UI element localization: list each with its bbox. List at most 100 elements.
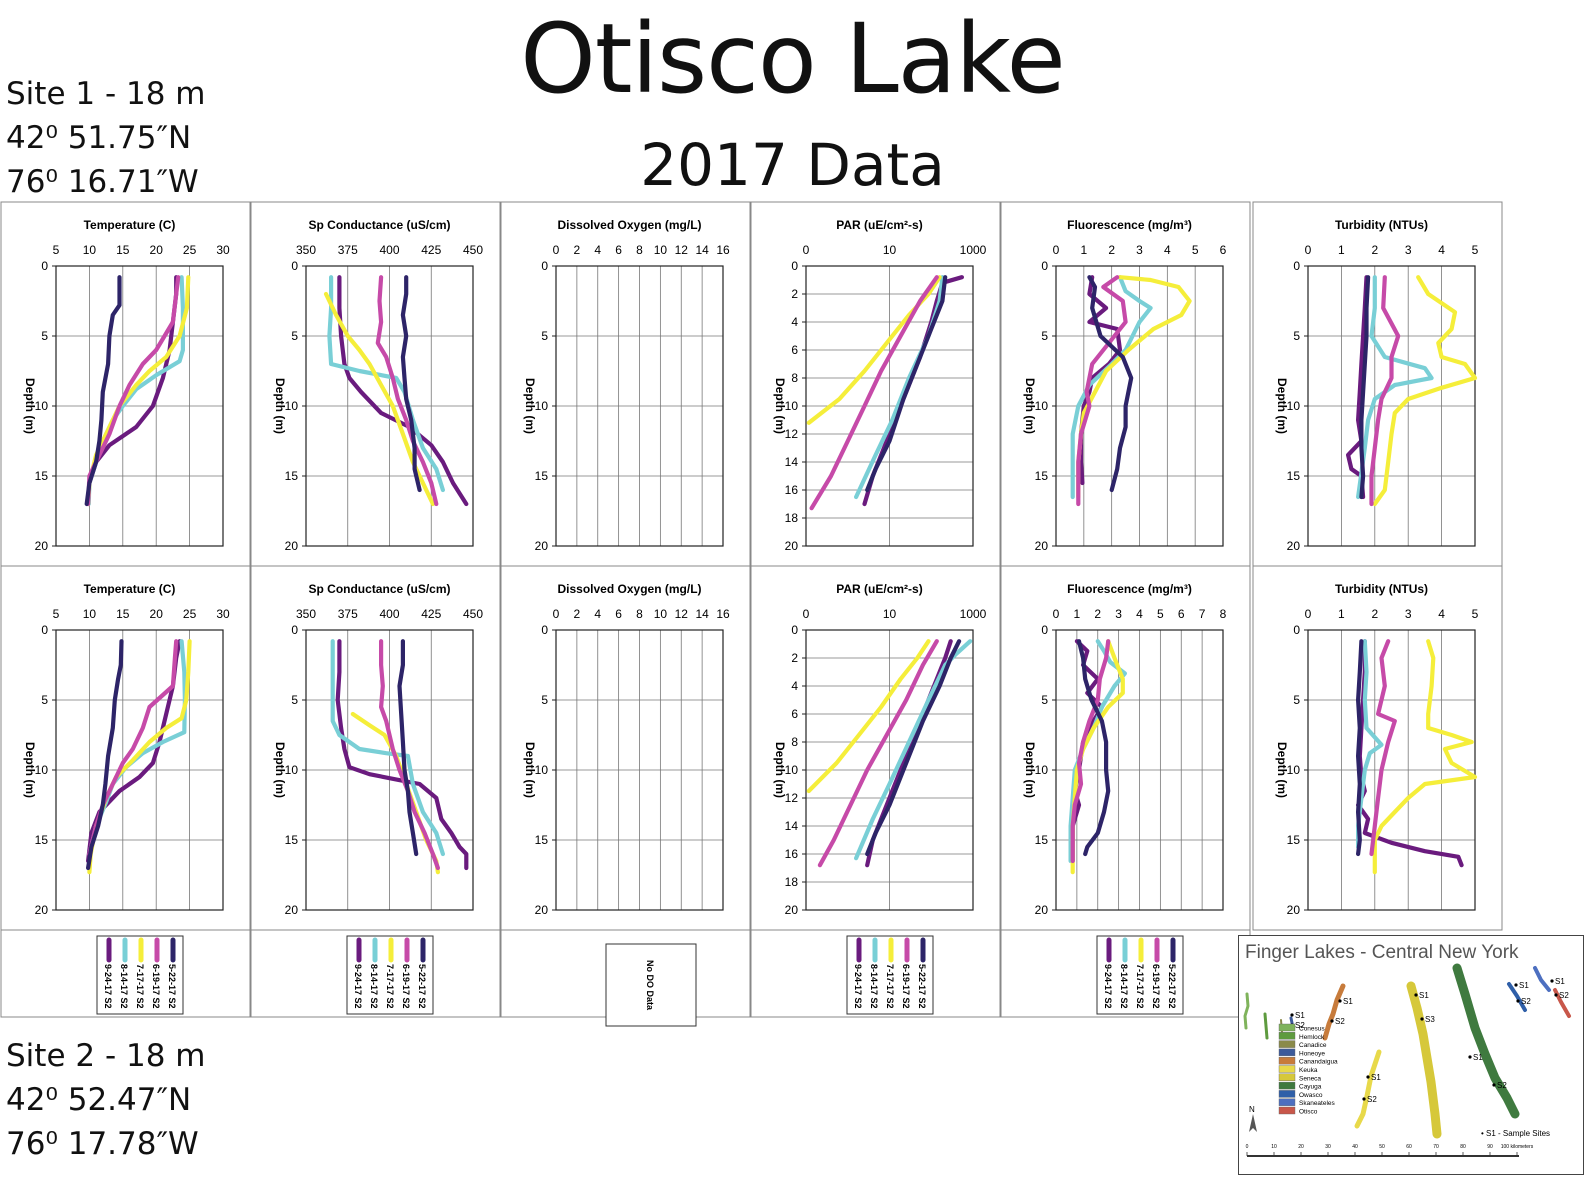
scale-tick-label: 40 bbox=[1352, 1144, 1358, 1150]
x-tick-label: 5 bbox=[1192, 243, 1199, 257]
x-tick-label: 3 bbox=[1405, 607, 1412, 621]
sample-site-dot bbox=[1468, 1055, 1472, 1059]
y-tick-label: 10 bbox=[1287, 763, 1301, 777]
series-line-6-19-17 bbox=[1369, 275, 1401, 507]
y-tick-label: 20 bbox=[1287, 903, 1301, 917]
chart-title: Sp Conductance (uS/cm) bbox=[308, 218, 450, 232]
chart-title: PAR (uE/cm²-s) bbox=[836, 582, 922, 596]
x-tick-label: 1 bbox=[1338, 607, 1345, 621]
sample-site-label: S1 bbox=[1555, 977, 1565, 986]
x-tick-label: 10 bbox=[83, 607, 97, 621]
series-line-8-14-17 bbox=[854, 639, 973, 861]
x-tick-label: 30 bbox=[216, 607, 230, 621]
y-tick-label: 8 bbox=[791, 735, 798, 749]
y-tick-label: 6 bbox=[791, 707, 798, 721]
map-legend-label: Canandaigua bbox=[1299, 1059, 1338, 1066]
y-tick-label: 20 bbox=[1287, 539, 1301, 553]
chart-s2-par: PAR (uE/cm²-s) 0 10 1000 0 2 4 6 8 10 12 14 16 18 20 De… bbox=[773, 582, 987, 917]
lake-shape bbox=[1533, 966, 1551, 992]
y-axis-label: Depth (m) bbox=[23, 378, 37, 434]
chart-s1-cond: Sp Conductance (uS/cm) 350 375 400 425 450 0 5 1… bbox=[273, 218, 483, 553]
legend-label: 9-24-17 S2 bbox=[353, 964, 363, 1009]
y-tick-label: 16 bbox=[785, 483, 799, 497]
y-tick-label: 0 bbox=[291, 623, 298, 637]
plot-area-frame bbox=[1055, 629, 1224, 911]
y-tick-label: 12 bbox=[785, 791, 799, 805]
lake-shape bbox=[1322, 983, 1346, 1041]
y-tick-label: 10 bbox=[1035, 399, 1049, 413]
sample-site-label: S2 bbox=[1559, 991, 1569, 1000]
x-tick-label: 2 bbox=[1371, 243, 1378, 257]
y-tick-label: 0 bbox=[1041, 259, 1048, 273]
y-tick-label: 16 bbox=[785, 847, 799, 861]
map-legend-label: Otisco bbox=[1299, 1109, 1318, 1116]
map-legend-swatch bbox=[1278, 1081, 1296, 1090]
series-line-7-17-17 bbox=[806, 639, 931, 794]
series-line-5-22-17 bbox=[84, 275, 122, 507]
x-tick-label: 350 bbox=[296, 607, 316, 621]
sample-site-label: S2 bbox=[1295, 1021, 1305, 1030]
site2-lon: 76⁰ 17.78″W bbox=[6, 1126, 199, 1162]
x-tick-label: 5 bbox=[53, 607, 60, 621]
panel-frame bbox=[1252, 565, 1503, 931]
series-line-6-19-17 bbox=[809, 275, 939, 511]
x-tick-label: 6 bbox=[615, 607, 622, 621]
page-subtitle: 2017 Data bbox=[640, 131, 945, 199]
series-line-7-17-17 bbox=[1372, 275, 1478, 507]
chart-title: Turbidity (NTUs) bbox=[1335, 218, 1428, 232]
map-legend-label: Skaneateles bbox=[1299, 1100, 1336, 1107]
map-legend-label: Keuka bbox=[1299, 1067, 1318, 1074]
chart-title: Fluorescence (mg/m³) bbox=[1067, 218, 1192, 232]
x-tick-label: 20 bbox=[150, 243, 164, 257]
y-tick-label: 0 bbox=[791, 259, 798, 273]
legend-label: 6-19-17 S2 bbox=[151, 964, 161, 1009]
y-axis-label: Depth (m) bbox=[1275, 378, 1289, 434]
chart-s1-turb: Turbidity (NTUs) 0 1 2 3 4 5 0 5 10 15 20 Depth (m) bbox=[1275, 218, 1479, 553]
sample-site-label: S1 bbox=[1295, 1011, 1305, 1020]
x-tick-label: 425 bbox=[421, 243, 441, 257]
x-tick-label: 1 bbox=[1074, 607, 1081, 621]
plot-area-frame bbox=[805, 265, 974, 547]
y-tick-label: 18 bbox=[785, 875, 799, 889]
x-tick-label: 10 bbox=[654, 243, 668, 257]
y-tick-label: 0 bbox=[41, 623, 48, 637]
sample-site-dot bbox=[1362, 1097, 1366, 1101]
y-tick-label: 10 bbox=[1287, 399, 1301, 413]
y-tick-label: 15 bbox=[285, 833, 299, 847]
x-tick-label: 15 bbox=[116, 607, 130, 621]
sample-site-label: S2 bbox=[1335, 1017, 1345, 1026]
x-tick-label: 4 bbox=[1438, 243, 1445, 257]
y-axis-label: Depth (m) bbox=[773, 378, 787, 434]
map-legend-label: Cayuga bbox=[1299, 1084, 1322, 1091]
x-tick-label: 1000 bbox=[960, 243, 987, 257]
y-tick-label: 0 bbox=[41, 259, 48, 273]
y-tick-label: 20 bbox=[785, 539, 799, 553]
map-title: Finger Lakes - Central New York bbox=[1245, 942, 1519, 963]
map-legend-swatch bbox=[1278, 1032, 1296, 1040]
chart-s1-par: PAR (uE/cm²-s) 0 10 1000 0 2 4 6 8 10 12 14 16 18 20 De… bbox=[773, 218, 987, 553]
x-tick-label: 5 bbox=[1157, 607, 1164, 621]
y-tick-label: 10 bbox=[785, 763, 799, 777]
series-line-5-22-17 bbox=[1087, 275, 1134, 493]
x-tick-label: 400 bbox=[379, 243, 399, 257]
chart-s1-fluor: Fluorescence (mg/m³) 0 1 2 3 4 5 6 0 5 10 15 20 Depth… bbox=[1023, 218, 1227, 553]
y-tick-label: 10 bbox=[535, 399, 549, 413]
x-tick-label: 6 bbox=[1220, 243, 1227, 257]
map-legend-swatch bbox=[1278, 1040, 1296, 1048]
x-tick-label: 0 bbox=[1305, 243, 1312, 257]
x-tick-label: 8 bbox=[636, 607, 643, 621]
chart-title: Dissolved Oxygen (mg/L) bbox=[557, 218, 701, 232]
chart-s2-do: Dissolved Oxygen (mg/L)0 2 4 6 8 10 12 14 160510… bbox=[523, 582, 730, 917]
series-line-5-22-17 bbox=[1356, 639, 1364, 857]
x-tick-label: 30 bbox=[216, 243, 230, 257]
x-tick-label: 400 bbox=[379, 607, 399, 621]
x-tick-label: 0 bbox=[803, 607, 810, 621]
y-tick-label: 0 bbox=[791, 623, 798, 637]
x-tick-label: 2 bbox=[1371, 607, 1378, 621]
y-tick-label: 15 bbox=[1287, 469, 1301, 483]
lake-shape bbox=[1507, 982, 1527, 1012]
scale-tick-label: 60 bbox=[1406, 1144, 1412, 1150]
y-tick-label: 10 bbox=[35, 399, 49, 413]
y-tick-label: 20 bbox=[35, 539, 49, 553]
